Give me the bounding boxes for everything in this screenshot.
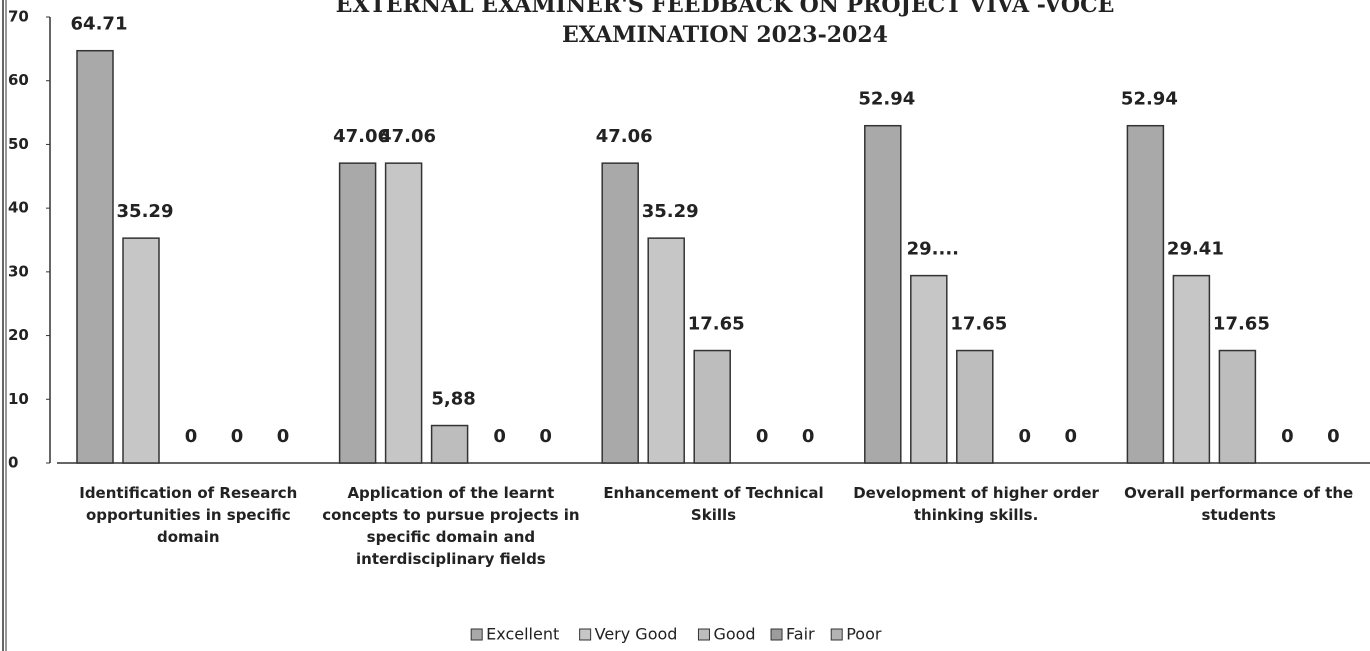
x-tick-label: Application of the learnt concepts to pu… [322, 484, 580, 568]
data-label: 17.65 [1213, 314, 1270, 335]
y-tick-label: 40 [8, 199, 29, 217]
legend-label: Fair [786, 625, 815, 644]
data-label: 47.06 [333, 126, 390, 147]
bar [1126, 124, 1165, 464]
data-label: 0 [1065, 426, 1078, 447]
bar [338, 162, 377, 464]
legend-label: Very Good [595, 625, 678, 644]
data-label: 0 [802, 426, 815, 447]
legend-label: Excellent [486, 625, 559, 644]
data-label: 29.41 [1167, 239, 1224, 260]
legend-swatch [830, 628, 843, 641]
y-tick-label: 30 [8, 262, 29, 280]
bar [122, 237, 160, 464]
data-label: 29.... [907, 239, 959, 260]
bar [430, 424, 469, 464]
bar [1218, 349, 1257, 464]
bar [1172, 274, 1211, 464]
y-tick-label: 60 [8, 71, 29, 89]
bar [384, 162, 423, 464]
data-label: 17.65 [950, 314, 1007, 335]
data-label: 35.29 [642, 201, 699, 222]
x-tick-label: Overall performance of the students [1124, 484, 1354, 524]
data-label: 52.94 [1121, 89, 1178, 110]
bar [910, 274, 948, 464]
y-tick-label: 50 [8, 135, 29, 153]
data-label: 5,88 [431, 389, 475, 410]
legend-swatch [770, 628, 783, 641]
data-label: 0 [1281, 426, 1294, 447]
data-label: 47.06 [379, 126, 436, 147]
bar [601, 162, 639, 464]
data-label: 0 [277, 426, 290, 447]
legend-label: Poor [846, 625, 882, 644]
data-label: 0 [539, 426, 552, 447]
bar [693, 349, 731, 464]
data-label: 52.94 [858, 89, 915, 110]
data-label: 0 [756, 426, 769, 447]
y-tick-label: 10 [8, 390, 29, 408]
data-label: 64.71 [71, 14, 128, 35]
y-tick-label: 70 [8, 8, 29, 26]
legend-swatch [579, 628, 592, 641]
x-tick-label: Enhancement of Technical Skills [603, 484, 824, 524]
chart-title: EXAMINATION 2023-2024 [562, 22, 888, 48]
data-label: 0 [231, 426, 244, 447]
data-label: 35.29 [117, 201, 174, 222]
x-tick-label: Identification of Research opportunities… [79, 484, 298, 546]
data-label: 47.06 [596, 126, 653, 147]
data-label: 0 [493, 426, 506, 447]
data-label: 17.65 [688, 314, 745, 335]
data-label: 0 [1327, 426, 1340, 447]
bar [76, 49, 114, 464]
bar [864, 124, 902, 464]
y-tick-label: 0 [8, 454, 18, 472]
y-tick-label: 20 [8, 326, 29, 344]
data-label: 0 [185, 426, 198, 447]
x-tick-label: Development of higher order thinking ski… [853, 484, 1099, 524]
chart-title: EXTERNAL EXAMINER'S FEEDBACK ON PROJECT … [336, 0, 1115, 18]
legend-label: Good [713, 625, 755, 644]
legend-swatch [697, 628, 710, 641]
legend-swatch [470, 628, 483, 641]
bar [956, 349, 994, 464]
data-label: 0 [1019, 426, 1032, 447]
bar [647, 237, 685, 464]
